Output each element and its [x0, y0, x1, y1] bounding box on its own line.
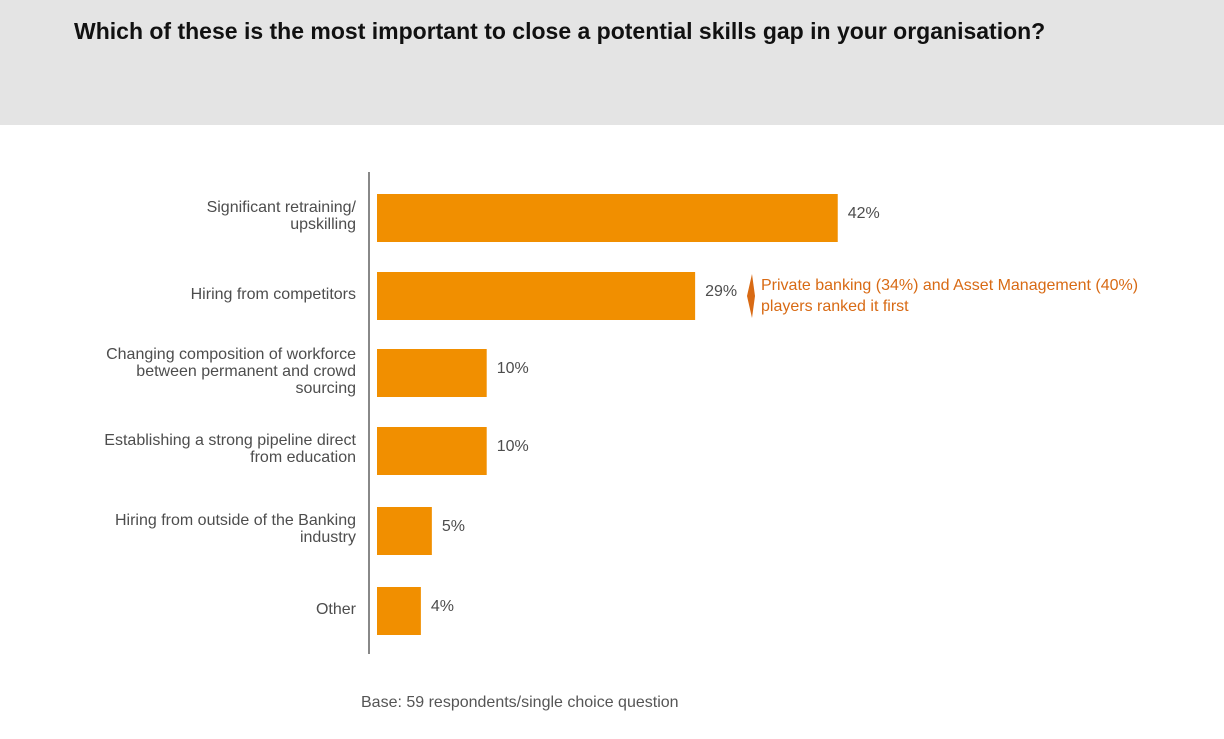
- value-label-3: 10%: [496, 360, 529, 377]
- category-label-line: Changing composition of workforce: [106, 345, 356, 363]
- bar-1: [377, 194, 838, 242]
- category-label-3: Changing composition of workforce between…: [56, 346, 356, 397]
- value-label-2: 29%: [705, 283, 738, 300]
- base-footnote: Base: 59 respondents/single choice quest…: [361, 694, 679, 711]
- value-label-5: 5%: [441, 518, 465, 535]
- category-label-line: between permanent and crowd: [136, 362, 356, 380]
- category-label-line: Establishing a strong pipeline direct: [104, 432, 356, 449]
- category-label-line: Significant retraining/: [206, 199, 356, 216]
- category-label-6: Other: [56, 601, 356, 618]
- category-label-4: Establishing a strong pipeline direct fro…: [56, 432, 356, 466]
- category-label-line: from education: [250, 449, 356, 466]
- chart-title: Which of these is the most important to …: [74, 18, 1046, 44]
- header-band: [0, 0, 1224, 125]
- category-label-2: Hiring from competitors: [56, 286, 356, 303]
- value-label-6: 4%: [430, 598, 454, 615]
- bar-4: [377, 427, 487, 475]
- bar-2: [377, 272, 696, 320]
- value-label-1: 42%: [847, 205, 880, 222]
- value-label-4: 10%: [496, 438, 529, 455]
- annotation-text: Private banking (34%) and Asset Manageme…: [761, 277, 1139, 315]
- category-label-5: Hiring from outside of the Banking indust…: [56, 512, 356, 546]
- category-label-line: Hiring from competitors: [190, 285, 356, 303]
- bar-5: [377, 507, 432, 555]
- annotation-pointer: [747, 274, 755, 318]
- category-label-line: Hiring from outside of the Banking: [114, 512, 356, 529]
- category-label-line: industry: [299, 529, 356, 546]
- category-label-1: Significant retraining/upskilling: [56, 199, 356, 233]
- category-label-line: sourcing: [295, 379, 356, 397]
- category-label-line: upskilling: [290, 216, 356, 233]
- bar-6: [377, 587, 421, 635]
- bar-3: [377, 349, 487, 397]
- category-label-line: Other: [315, 600, 356, 618]
